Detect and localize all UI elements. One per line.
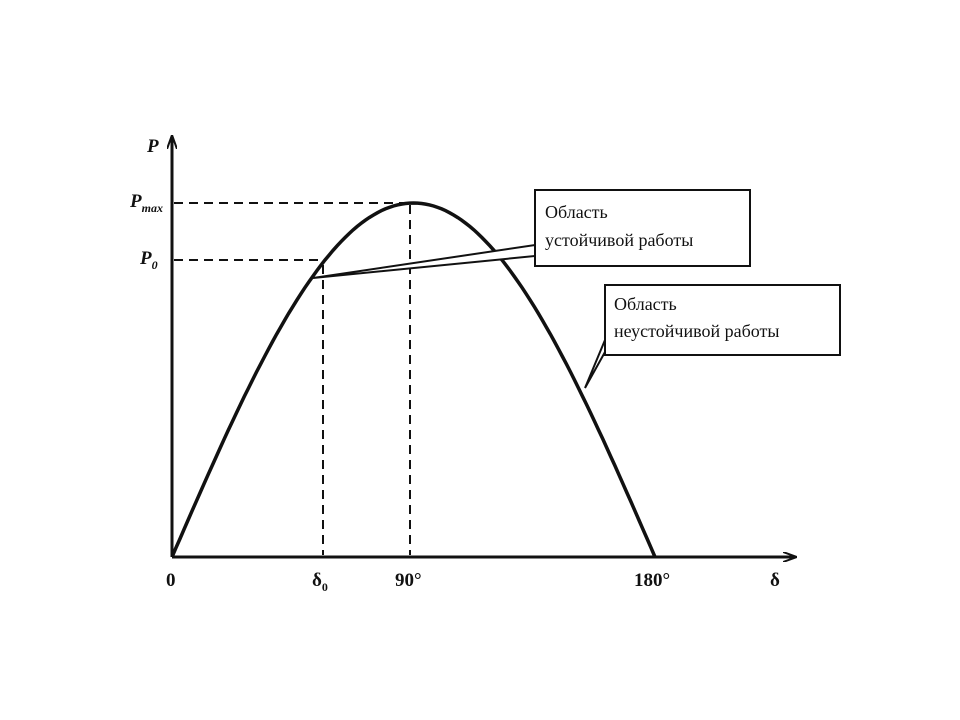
callout-box xyxy=(604,284,841,356)
y-axis-label: P xyxy=(146,136,159,157)
x-mark: 90° xyxy=(395,570,422,591)
x-axis-label: δ xyxy=(770,570,780,591)
callout-box xyxy=(534,189,751,267)
x-mark: 0 xyxy=(166,570,176,591)
callout-text: устойчивой работы xyxy=(545,230,693,250)
callout-text: неустойчивой работы xyxy=(614,321,780,341)
x-mark: 180° xyxy=(634,570,670,591)
x-mark: δ0 xyxy=(312,570,328,594)
power-curve xyxy=(170,201,657,558)
y-mark: P0 xyxy=(139,248,158,272)
callout-pointer xyxy=(584,339,606,389)
callout-text: Область xyxy=(545,202,608,222)
guides xyxy=(174,202,411,555)
callout-text: Область xyxy=(614,294,677,314)
y-mark: Pmax xyxy=(129,191,163,215)
